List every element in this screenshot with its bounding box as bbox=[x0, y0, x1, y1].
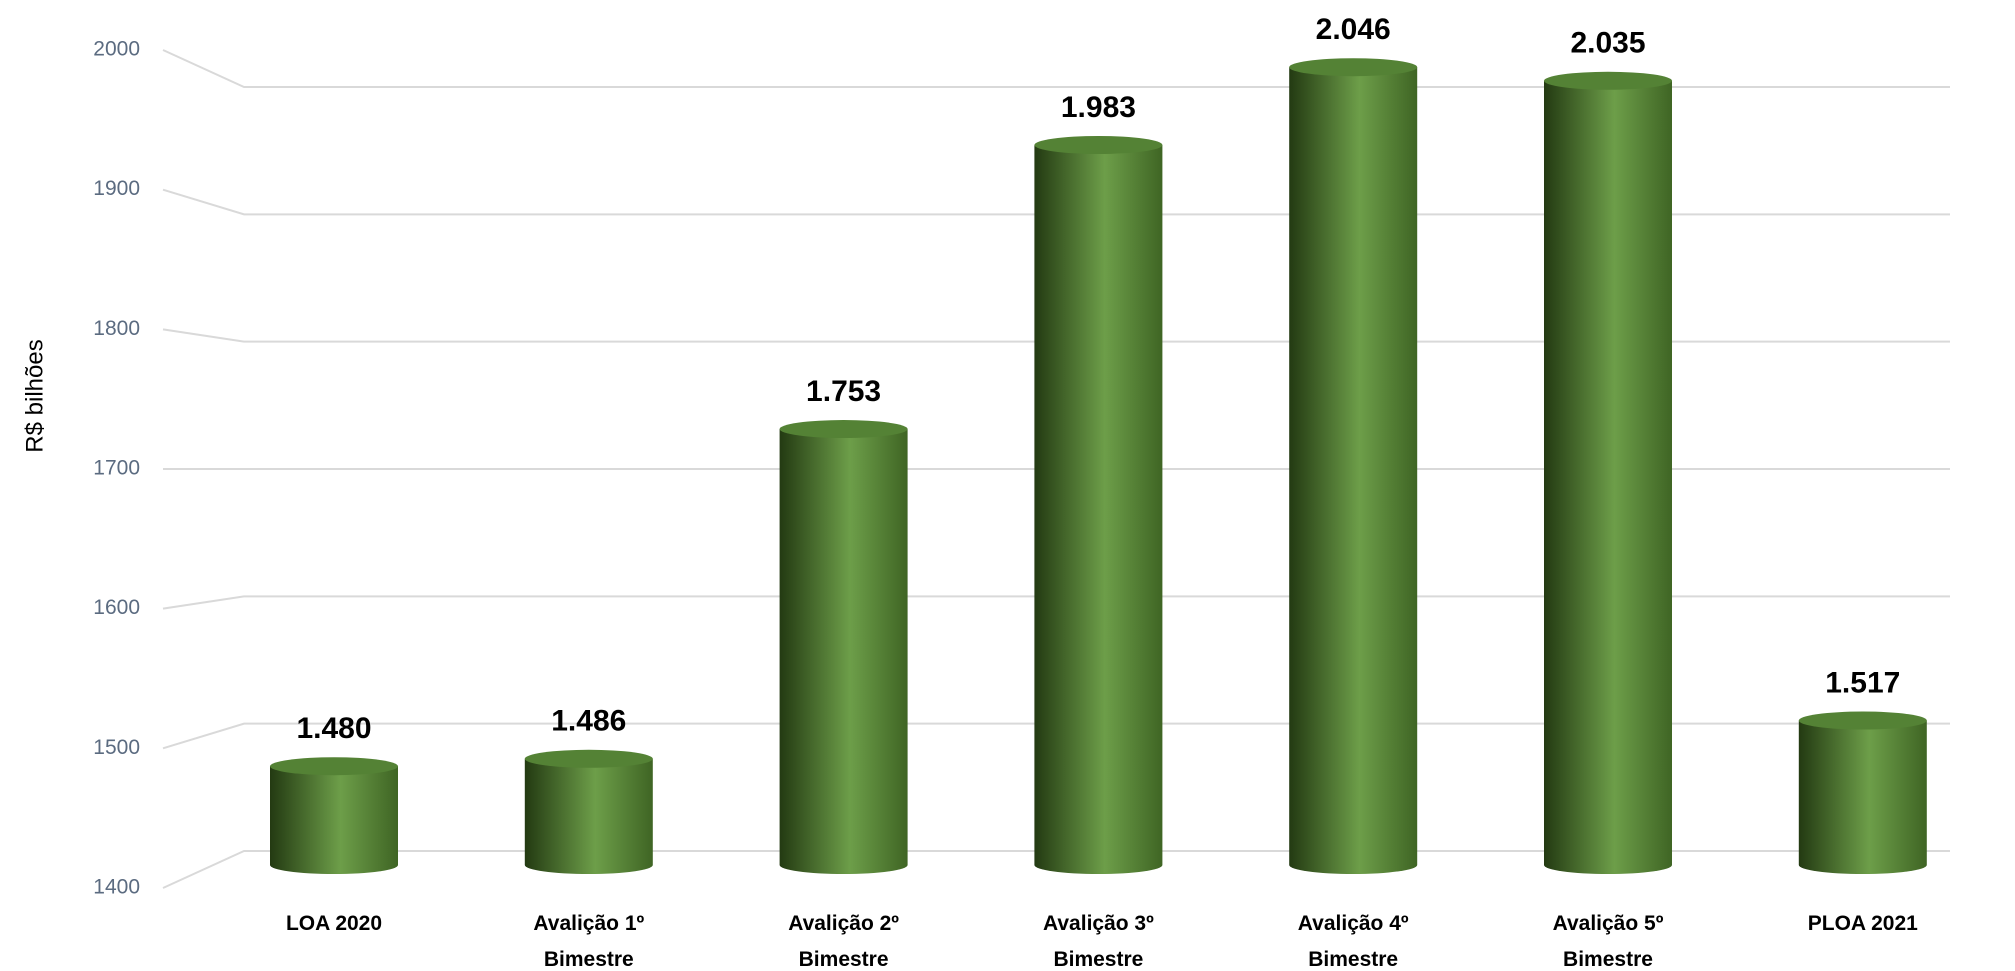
value-label: 2.046 bbox=[1316, 13, 1391, 46]
bar-top bbox=[1289, 58, 1418, 77]
y-axis-title: R$ bilhões bbox=[21, 339, 48, 452]
x-tick-label: Avalição 5º Bimestre bbox=[1552, 912, 1664, 971]
bar-top bbox=[1034, 135, 1163, 154]
bar-top bbox=[779, 420, 908, 439]
value-label: 1.480 bbox=[296, 712, 371, 745]
bar-top bbox=[524, 749, 653, 768]
bar bbox=[779, 429, 908, 874]
y-tick-label: 2000 bbox=[93, 38, 140, 61]
bar-top bbox=[270, 757, 398, 776]
value-label: 1.517 bbox=[1825, 666, 1900, 699]
x-tick-label: Avalição 3º Bimestre bbox=[1042, 912, 1154, 971]
bar bbox=[524, 758, 653, 874]
x-tick-label: PLOA 2021 bbox=[1807, 912, 1918, 935]
bar bbox=[1034, 144, 1163, 874]
x-tick-label: Avalição 1º Bimestre bbox=[533, 912, 645, 971]
bar bbox=[1798, 720, 1927, 874]
value-label: 2.035 bbox=[1570, 27, 1645, 60]
bar bbox=[1289, 67, 1418, 874]
x-tick-label: LOA 2020 bbox=[285, 912, 383, 935]
value-label: 1.486 bbox=[551, 705, 626, 738]
y-tick-label: 1500 bbox=[93, 736, 140, 759]
y-tick-label: 1900 bbox=[93, 177, 140, 200]
y-tick-label: 1700 bbox=[93, 457, 140, 480]
x-tick-label: Avalição 4º Bimestre bbox=[1297, 912, 1409, 971]
value-label: 1.983 bbox=[1061, 91, 1136, 124]
value-label: 1.753 bbox=[806, 375, 881, 408]
y-tick-label: 1600 bbox=[93, 596, 140, 619]
bar-top bbox=[1798, 711, 1927, 730]
x-tick-label: Avalição 2º Bimestre bbox=[788, 912, 899, 971]
grid-line bbox=[162, 49, 1950, 88]
bar bbox=[1544, 80, 1672, 874]
y-tick-label: 1800 bbox=[93, 317, 140, 340]
bar bbox=[270, 766, 398, 874]
bar-top bbox=[1544, 71, 1672, 90]
y-tick-label: 1400 bbox=[93, 876, 140, 899]
